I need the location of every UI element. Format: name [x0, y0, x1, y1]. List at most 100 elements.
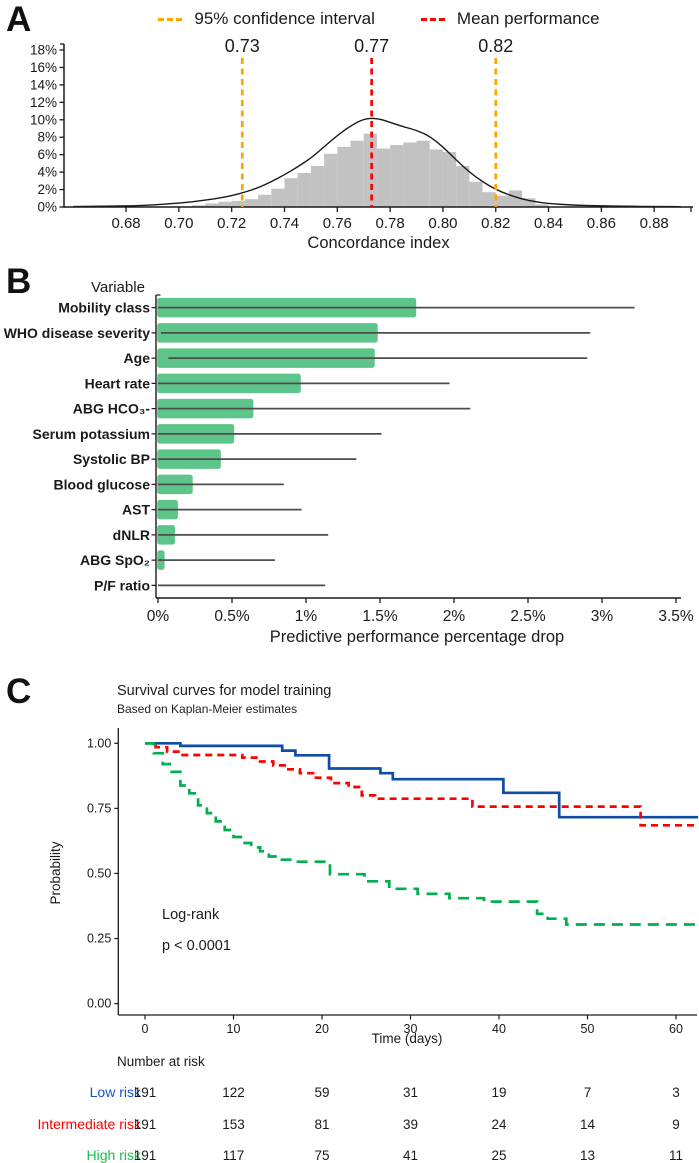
kaplan-meier-survival-chart: 1.00 0.75 0.50 0.25 0.00 0 10 20 30 40 50 60 [87, 728, 699, 1036]
panel-a-x-axis-title: Concordance index [307, 234, 450, 252]
svg-text:2.5%: 2.5% [510, 608, 546, 625]
svg-text:0.78: 0.78 [376, 215, 405, 232]
histogram-bar [363, 133, 377, 207]
panel-c-x-axis-title: Time (days) [371, 1031, 443, 1046]
histogram-bar [416, 140, 430, 207]
svg-text:50: 50 [581, 1022, 595, 1036]
histogram-bar [297, 172, 311, 207]
svg-text:0.25: 0.25 [87, 932, 111, 946]
variable-label: P/F ratio [94, 577, 150, 593]
svg-text:18%: 18% [30, 43, 57, 58]
svg-text:0%: 0% [37, 200, 57, 215]
svg-text:0.50: 0.50 [87, 866, 111, 880]
concordance-histogram-chart: 0% 2% 4% 6% 8% 10% 12% 14% 16% 18% 0.68 0.70 0.72 0.7… [30, 36, 693, 232]
histogram-bar [192, 205, 206, 207]
variable-label: Blood glucose [54, 476, 151, 492]
svg-text:1.00: 1.00 [87, 736, 111, 750]
svg-text:3.5%: 3.5% [658, 608, 694, 625]
histogram-bar [218, 201, 232, 207]
svg-text:20: 20 [315, 1022, 329, 1036]
legend-ci-label: 95% confidence interval [194, 9, 375, 28]
histogram-bar [522, 198, 536, 207]
histogram-bar [376, 148, 391, 207]
svg-text:3%: 3% [591, 608, 614, 625]
pvalue-annotation: p < 0.0001 [162, 938, 231, 954]
svg-text:8%: 8% [37, 130, 57, 145]
svg-text:0.82: 0.82 [481, 215, 510, 232]
histogram-bar [495, 195, 509, 207]
reference-line-value: 0.82 [478, 36, 513, 56]
histogram-bar [310, 166, 325, 207]
density-curve [73, 117, 681, 208]
histogram-bar [429, 149, 443, 207]
svg-text:0.68: 0.68 [111, 215, 140, 232]
variable-label: ABG SpO₂ [80, 552, 150, 568]
variable-label: WHO disease severity [4, 325, 151, 341]
histogram-bar [442, 152, 457, 207]
svg-text:4%: 4% [37, 165, 57, 180]
svg-text:0.86: 0.86 [587, 215, 616, 232]
histogram-bar [337, 146, 351, 207]
svg-text:40: 40 [492, 1022, 506, 1036]
svg-text:0.74: 0.74 [270, 215, 299, 232]
svg-text:10: 10 [227, 1022, 241, 1036]
variable-label: Age [124, 350, 151, 366]
histogram-bar [390, 145, 404, 207]
histogram-bar [535, 204, 549, 207]
panel-b-variable-header: Variable [91, 279, 145, 296]
histogram-bar [231, 200, 245, 207]
histogram-bar [482, 192, 496, 207]
svg-text:0.88: 0.88 [640, 215, 669, 232]
histogram-bar [403, 142, 417, 207]
svg-text:10%: 10% [30, 112, 57, 127]
histogram-bar [350, 140, 364, 207]
variable-label: ABG HCO₃- [73, 401, 151, 417]
svg-text:0.00: 0.00 [87, 997, 111, 1011]
svg-text:0.72: 0.72 [217, 215, 246, 232]
logrank-annotation: Log-rank [162, 907, 220, 923]
panel-c-title: Survival curves for model training [117, 683, 332, 699]
panel-c-y-axis-title: Probability [48, 841, 63, 905]
variable-label: Serum potassium [33, 426, 150, 442]
variable-label: Mobility class [58, 300, 150, 316]
histogram-bar [324, 153, 338, 207]
ci-dash-icon [158, 17, 183, 21]
svg-text:1%: 1% [295, 608, 318, 625]
svg-text:0.76: 0.76 [323, 215, 352, 232]
panel-a-label: A [6, 0, 32, 39]
number-at-risk-header: Number at risk [117, 1054, 205, 1069]
survival-curve [145, 741, 699, 827]
panel-a-legend: 95% confidence interval Mean performance [64, 6, 694, 32]
svg-text:1.5%: 1.5% [362, 608, 398, 625]
panel-c-subtitle: Based on Kaplan-Meier estimates [117, 702, 298, 716]
variable-label: AST [122, 502, 150, 518]
histogram-bar [244, 199, 259, 207]
svg-text:0.80: 0.80 [428, 215, 457, 232]
histogram-bar [456, 166, 470, 207]
histogram-bar [205, 203, 219, 207]
histogram-bar [271, 188, 285, 207]
histogram-bar [258, 194, 272, 207]
survival-curve [145, 741, 699, 926]
svg-text:0.70: 0.70 [164, 215, 193, 232]
histogram-bar [284, 178, 298, 207]
histogram-bar [508, 190, 523, 207]
variable-importance-bar-chart: Mobility class WHO disease severity Age Hea… [4, 294, 694, 625]
svg-text:6%: 6% [37, 147, 57, 162]
svg-text:2%: 2% [37, 182, 57, 197]
survival-curve [145, 741, 699, 819]
svg-text:0.84: 0.84 [534, 215, 563, 232]
panel-b-x-axis-title: Predictive performance percentage drop [269, 628, 565, 646]
svg-text:30: 30 [404, 1022, 418, 1036]
svg-text:0: 0 [142, 1022, 149, 1036]
svg-text:0%: 0% [147, 608, 170, 625]
variable-label: dNLR [113, 527, 150, 543]
svg-text:14%: 14% [30, 77, 57, 92]
panel-c-label: C [6, 672, 32, 711]
reference-line-value: 0.77 [354, 36, 389, 56]
svg-text:12%: 12% [30, 95, 57, 110]
variable-label: Heart rate [85, 375, 151, 391]
svg-text:0.75: 0.75 [87, 801, 111, 815]
histogram-bar [469, 181, 483, 207]
